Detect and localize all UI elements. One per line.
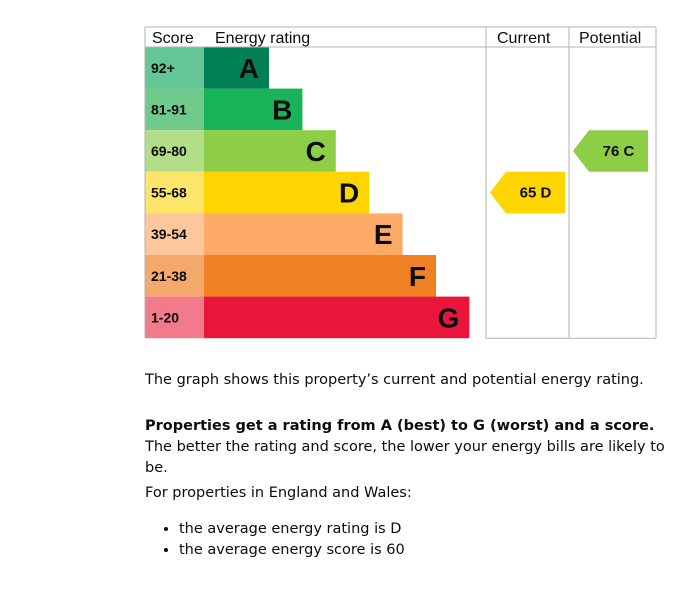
score-range-c: 69-80 bbox=[151, 143, 187, 159]
explanation-bold: Properties get a rating from A (best) to… bbox=[145, 418, 655, 434]
score-range-g: 1-20 bbox=[151, 309, 179, 325]
rating-letter-g: G bbox=[438, 302, 460, 333]
explanation-rest: The better the rating and score, the low… bbox=[145, 439, 665, 476]
potential-column-header: Potential bbox=[579, 30, 641, 47]
rating-letter-f: F bbox=[409, 261, 426, 292]
averages-list: the average energy rating is D the avera… bbox=[145, 519, 679, 561]
rating-bar-g bbox=[204, 296, 470, 339]
rating-bar-f bbox=[204, 255, 436, 297]
summary-text: The graph shows this property’s current … bbox=[145, 372, 644, 388]
average-score-item: the average energy score is 60 bbox=[179, 540, 679, 561]
rating-bar-b bbox=[204, 88, 303, 131]
rating-letter-c: C bbox=[306, 136, 326, 167]
current-column-header: Current bbox=[497, 30, 551, 47]
score-range-a: 92+ bbox=[151, 60, 175, 76]
rating-bands: 92+ A 81-91 B 69-80 C 55-68 D 39-54 E 21-38 F 1-20 G bbox=[145, 47, 470, 339]
score-cell-b bbox=[145, 88, 204, 131]
explanation-paragraph: Properties get a rating from A (best) to… bbox=[145, 416, 665, 479]
score-cell-e bbox=[145, 213, 204, 255]
rating-bar-e bbox=[204, 213, 403, 255]
regional-text: For properties in England and Wales: bbox=[145, 485, 412, 501]
score-cell-g bbox=[145, 296, 204, 339]
rating-letter-d: D bbox=[339, 178, 359, 209]
potential-label: 76 C bbox=[603, 143, 635, 160]
score-range-e: 39-54 bbox=[151, 226, 187, 242]
chart-summary: The graph shows this property’s current … bbox=[145, 370, 665, 391]
score-cell-f bbox=[145, 255, 204, 297]
rating-bar-c bbox=[204, 130, 336, 172]
chart-grid bbox=[144, 26, 657, 339]
score-range-b: 81-91 bbox=[151, 101, 187, 117]
rating-column-header: Energy rating bbox=[215, 30, 310, 47]
rating-bar-a bbox=[204, 47, 269, 89]
score-range-f: 21-38 bbox=[151, 268, 187, 284]
current-label: 65 D bbox=[520, 185, 552, 202]
regional-intro: For properties in England and Wales: bbox=[145, 483, 665, 504]
rating-arrows: 65 D 76 C bbox=[490, 130, 648, 214]
energy-rating-chart: 92+ A81-91 B69-80 C55-68 D39-54 E21-38 F1-20 G … bbox=[144, 26, 657, 339]
rating-letter-a: A bbox=[239, 53, 259, 84]
potential-arrow bbox=[573, 130, 648, 172]
rating-bar-d bbox=[204, 171, 370, 214]
score-range-d: 55-68 bbox=[151, 185, 187, 201]
average-rating-item: the average energy rating is D bbox=[179, 519, 679, 540]
rating-explanation: Properties get a rating from A (best) to… bbox=[145, 416, 665, 479]
current-arrow bbox=[490, 171, 565, 214]
score-column-header: Score bbox=[152, 30, 194, 47]
rating-letter-e: E bbox=[374, 219, 393, 250]
score-cell-a bbox=[145, 47, 204, 89]
rating-letter-b: B bbox=[272, 94, 292, 125]
score-cell-d bbox=[145, 171, 204, 214]
chart-header: Score Energy rating Current Potential bbox=[152, 30, 641, 47]
score-cell-c bbox=[145, 130, 204, 172]
